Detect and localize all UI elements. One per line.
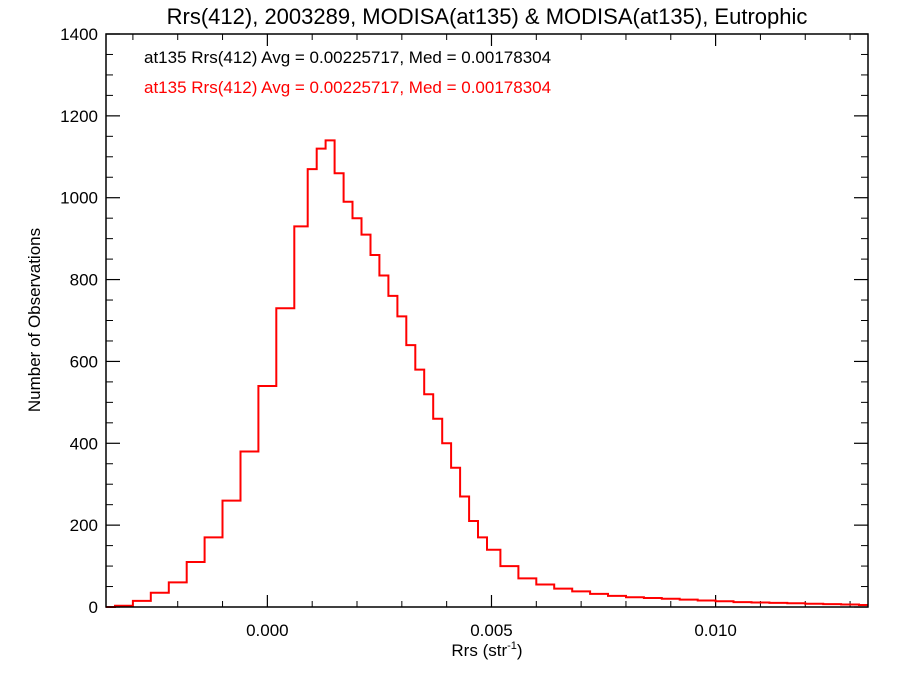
x-axis-label-superscript: -1	[507, 640, 517, 652]
y-tick-label: 600	[70, 352, 98, 371]
x-axis-label: Rrs (str-1)	[451, 640, 522, 660]
y-tick-label: 400	[70, 434, 98, 453]
plot-frame	[105, 33, 869, 608]
x-tick-label: 0.005	[470, 621, 513, 640]
y-tick-label: 1400	[60, 25, 98, 44]
x-axis-label-close: )	[517, 641, 523, 660]
x-tick-label: 0.000	[246, 621, 289, 640]
tick-labels: 0.000 0.005 0.010 0 200 400 600 800 1000 1200 1400	[60, 25, 737, 640]
y-tick-label: 1200	[60, 107, 98, 126]
x-axis-label-text: Rrs (str	[451, 641, 507, 660]
stats-annotation: at135 Rrs(412) Avg = 0.00225717, Med = 0…	[144, 78, 551, 97]
stats-annotation: at135 Rrs(412) Avg = 0.00225717, Med = 0…	[144, 48, 551, 67]
chart-title: Rrs(412), 2003289, MODISA(at135) & MODIS…	[167, 4, 808, 29]
stats-annotations: at135 Rrs(412) Avg = 0.00225717, Med = 0…	[144, 48, 551, 97]
y-tick-label: 200	[70, 516, 98, 535]
x-tick-label: 0.010	[694, 621, 737, 640]
y-tick-label: 1000	[60, 189, 98, 208]
y-tick-label: 0	[89, 598, 98, 617]
y-tick-label: 800	[70, 271, 98, 290]
y-axis-label: Number of Observations	[25, 228, 44, 412]
series-layer	[106, 139, 868, 608]
tick-marks	[106, 33, 868, 608]
histogram-series-line	[106, 139, 868, 608]
